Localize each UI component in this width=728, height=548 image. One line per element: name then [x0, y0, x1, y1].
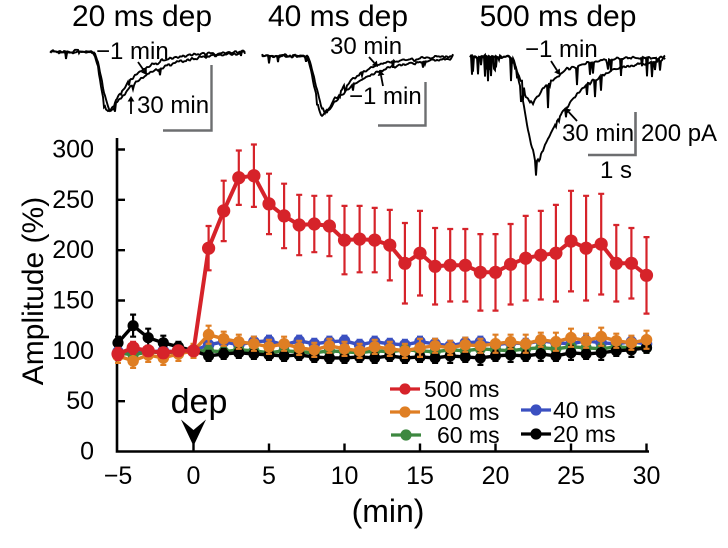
- svg-text:25: 25: [557, 462, 585, 490]
- svg-text:100: 100: [52, 337, 94, 365]
- svg-text:−5: −5: [104, 462, 133, 490]
- svg-text:20 ms: 20 ms: [553, 421, 616, 447]
- svg-text:100 ms: 100 ms: [424, 399, 499, 425]
- svg-text:20 ms dep: 20 ms dep: [72, 0, 212, 33]
- svg-text:15: 15: [406, 462, 434, 490]
- svg-text:40 ms: 40 ms: [553, 397, 616, 423]
- svg-text:−1 min: −1 min: [96, 38, 169, 65]
- svg-text:20: 20: [482, 462, 510, 490]
- svg-text:30: 30: [633, 462, 661, 490]
- svg-text:200: 200: [52, 236, 94, 264]
- svg-text:500 ms dep: 500 ms dep: [480, 0, 637, 33]
- svg-text:300: 300: [52, 136, 94, 164]
- svg-text:−1 min: −1 min: [525, 36, 598, 63]
- svg-text:30 min: 30 min: [137, 92, 209, 119]
- svg-text:60 ms: 60 ms: [437, 422, 500, 448]
- svg-text:0: 0: [187, 462, 201, 490]
- svg-text:150: 150: [52, 287, 94, 315]
- svg-text:250: 250: [52, 186, 94, 214]
- svg-text:dep: dep: [171, 383, 228, 421]
- svg-text:10: 10: [331, 462, 359, 490]
- svg-text:(min): (min): [352, 493, 425, 529]
- svg-text:500 ms: 500 ms: [424, 376, 499, 402]
- svg-text:40 ms dep: 40 ms dep: [268, 0, 408, 33]
- svg-text:30 min: 30 min: [562, 120, 634, 147]
- svg-text:1 s: 1 s: [600, 157, 632, 184]
- svg-text:5: 5: [262, 462, 276, 490]
- svg-text:−1 min: −1 min: [349, 83, 422, 110]
- svg-text:200 pA: 200 pA: [641, 120, 717, 147]
- svg-text:50: 50: [66, 387, 94, 415]
- svg-text:Amplitude (%): Amplitude (%): [17, 197, 50, 385]
- svg-text:30 min: 30 min: [330, 33, 402, 60]
- svg-text:0: 0: [80, 438, 94, 466]
